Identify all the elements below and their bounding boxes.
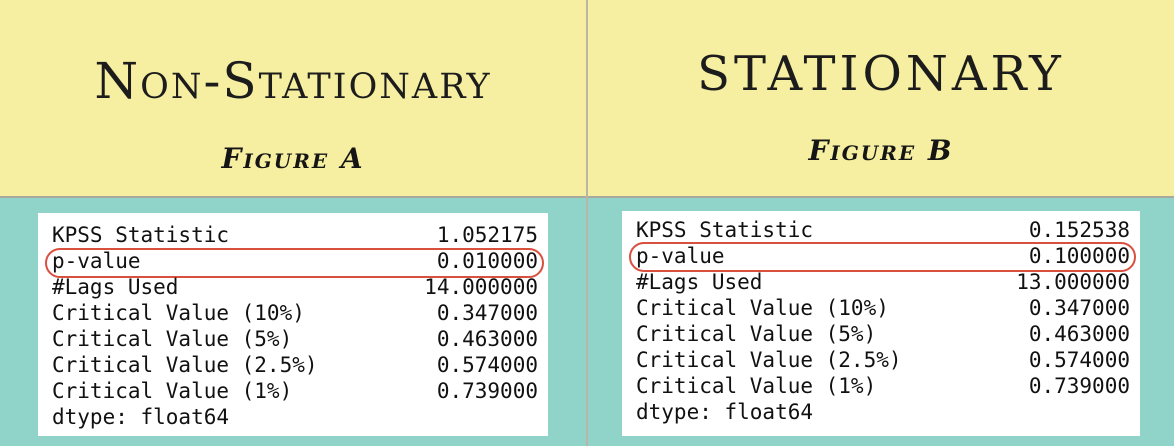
kpss-results-table: KPSS Statistic 0.152538 p-value 0.100000… [622, 211, 1140, 436]
row-value: 0.347000 [437, 300, 538, 326]
panel-header: Non-Stationary Figure A [0, 0, 586, 198]
table-row: p-value 0.010000 [52, 248, 538, 274]
row-value: 0.347000 [1029, 295, 1130, 321]
figure-label: Figure B [588, 134, 1174, 167]
table-row: Critical Value (5%) 0.463000 [636, 321, 1130, 347]
row-label: #Lags Used [636, 269, 762, 295]
table-row: Critical Value (5%) 0.463000 [52, 326, 538, 352]
table-row: Critical Value (1%) 0.739000 [52, 378, 538, 404]
table-row: Critical Value (1%) 0.739000 [636, 373, 1130, 399]
row-value: 14.000000 [424, 274, 538, 300]
row-label: Critical Value (2.5%) [52, 352, 318, 378]
row-value: 0.739000 [437, 378, 538, 404]
table-row: dtype: float64 [52, 404, 538, 430]
row-value: 0.463000 [437, 326, 538, 352]
row-value: 0.574000 [437, 352, 538, 378]
row-label: #Lags Used [52, 274, 178, 300]
table-row: Critical Value (10%) 0.347000 [52, 300, 538, 326]
table-row: KPSS Statistic 1.052175 [52, 222, 538, 248]
row-label: dtype: float64 [636, 399, 813, 425]
panel-stationary: STATIONARY Figure B KPSS Statistic 0.152… [588, 0, 1174, 446]
table-row: KPSS Statistic 0.152538 [636, 217, 1130, 243]
row-label: Critical Value (2.5%) [636, 347, 902, 373]
row-label: KPSS Statistic [52, 222, 229, 248]
row-label: Critical Value (10%) [52, 300, 305, 326]
panel-title: STATIONARY [588, 46, 1174, 102]
row-label: p-value [636, 243, 725, 269]
table-row: dtype: float64 [636, 399, 1130, 425]
row-label: Critical Value (1%) [52, 378, 292, 404]
figure-label: Figure A [0, 142, 586, 175]
panel-non-stationary: Non-Stationary Figure A KPSS Statistic 1… [0, 0, 586, 446]
row-label: Critical Value (5%) [52, 326, 292, 352]
row-value: 0.574000 [1029, 347, 1130, 373]
row-label: Critical Value (5%) [636, 321, 876, 347]
table-row: #Lags Used 13.000000 [636, 269, 1130, 295]
panel-header: STATIONARY Figure B [588, 0, 1174, 198]
row-value: 0.739000 [1029, 373, 1130, 399]
table-row: Critical Value (2.5%) 0.574000 [52, 352, 538, 378]
row-label: KPSS Statistic [636, 217, 813, 243]
row-value: 0.463000 [1029, 321, 1130, 347]
table-row: Critical Value (2.5%) 0.574000 [636, 347, 1130, 373]
row-value: 0.010000 [437, 248, 538, 274]
kpss-results-table: KPSS Statistic 1.052175 p-value 0.010000… [38, 213, 548, 436]
table-row: #Lags Used 14.000000 [52, 274, 538, 300]
table-row: Critical Value (10%) 0.347000 [636, 295, 1130, 321]
table-row: p-value 0.100000 [636, 243, 1130, 269]
row-label: Critical Value (10%) [636, 295, 889, 321]
row-value: 0.152538 [1029, 217, 1130, 243]
row-label: p-value [52, 248, 141, 274]
row-label: Critical Value (1%) [636, 373, 876, 399]
row-value: 13.000000 [1016, 269, 1130, 295]
row-value: 0.100000 [1029, 243, 1130, 269]
row-value: 1.052175 [437, 222, 538, 248]
panel-title: Non-Stationary [0, 52, 586, 110]
row-label: dtype: float64 [52, 404, 229, 430]
